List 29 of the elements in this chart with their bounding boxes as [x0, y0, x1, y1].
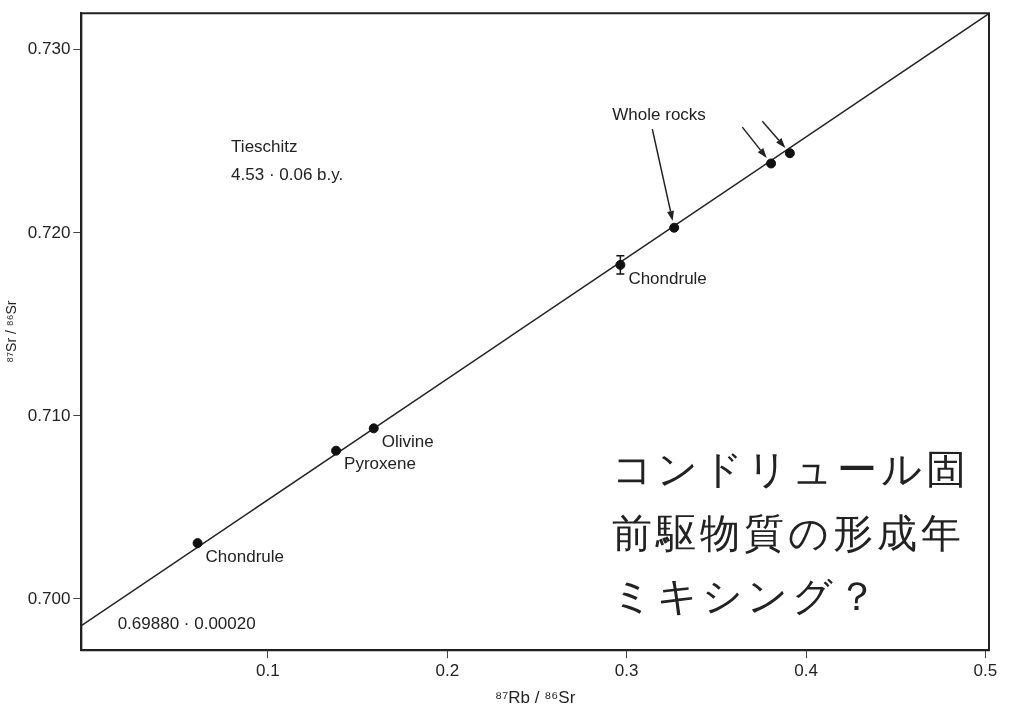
- y-tick-label: 0.710: [27, 405, 71, 425]
- y-tick-label: 0.720: [27, 222, 71, 242]
- annotation: Olivine: [381, 432, 434, 452]
- point: [766, 158, 777, 169]
- y-axis-title: ⁸⁷Sr / ⁸⁶Sr: [3, 300, 20, 363]
- annotation: ミキシング？: [612, 574, 882, 619]
- point: [615, 259, 626, 270]
- point: [192, 538, 203, 549]
- x-tick-label: 0.1: [256, 661, 280, 681]
- annotation: Pyroxene: [344, 454, 416, 474]
- x-tick-label: 0.5: [973, 661, 998, 681]
- annotation: 前駆物質の形成年: [612, 510, 966, 555]
- x-tick-label: 0.4: [794, 661, 818, 681]
- annotation: Chondrule: [205, 546, 285, 566]
- y-tick-label: 0.700: [27, 588, 71, 608]
- point: [669, 222, 680, 233]
- point: [784, 148, 795, 159]
- annotation: 0.69880 · 0.00020: [117, 614, 256, 634]
- annotation: Chondrule: [628, 268, 707, 288]
- y-tick-label: 0.730: [27, 39, 71, 59]
- annotation: Whole rocks: [612, 104, 706, 124]
- point: [331, 445, 342, 456]
- annotation: 4.53 · 0.06 b.y.: [231, 165, 344, 185]
- annotation: Tieschitz: [231, 136, 298, 156]
- x-tick-label: 0.2: [435, 661, 460, 681]
- x-axis-title: ⁸⁷Rb / ⁸⁶Sr: [494, 688, 576, 708]
- point: [368, 423, 379, 434]
- x-tick-label: 0.3: [614, 661, 639, 681]
- annotation: コンドリュール固: [612, 446, 971, 491]
